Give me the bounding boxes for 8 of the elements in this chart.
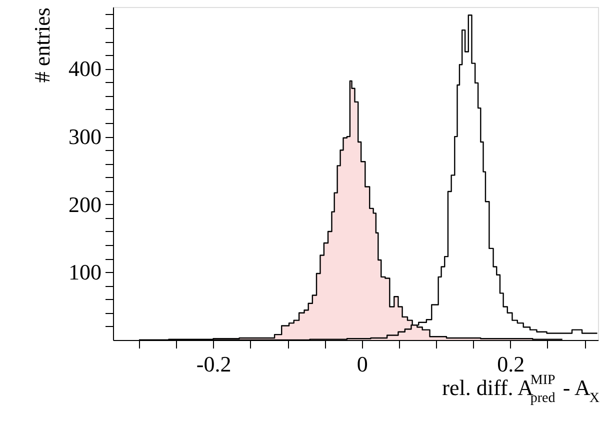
x-tick-label: 0 [356,352,368,376]
y-axis-title: # entries [30,8,54,83]
x-tick-label: 0.2 [497,352,525,376]
y-tick-label: 300 [68,124,102,150]
y-tick-label: 200 [68,192,102,217]
y-tick-label: 400 [68,56,102,82]
x-tick-label: -0.2 [196,352,232,376]
y-tick-label: 100 [68,260,102,285]
